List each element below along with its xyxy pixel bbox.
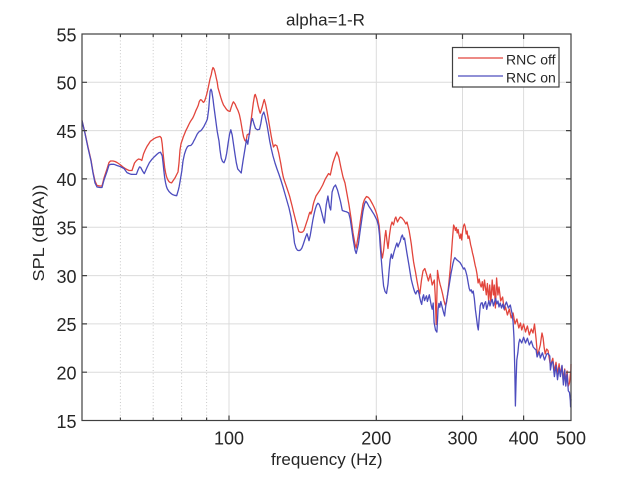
svg-text:50: 50 [56,74,76,94]
svg-text:frequency (Hz): frequency (Hz) [271,450,382,469]
svg-text:40: 40 [56,170,76,190]
svg-text:500: 500 [556,429,586,449]
svg-text:alpha=1-R: alpha=1-R [286,11,365,30]
svg-text:400: 400 [509,429,539,449]
svg-text:SPL (dB(A)): SPL (dB(A)) [31,185,48,282]
svg-text:200: 200 [361,429,391,449]
svg-text:100: 100 [214,429,244,449]
svg-text:30: 30 [56,267,76,287]
svg-text:55: 55 [56,25,76,45]
svg-text:45: 45 [56,122,76,142]
svg-text:15: 15 [56,412,76,432]
svg-text:RNC off: RNC off [506,51,556,67]
svg-text:20: 20 [56,364,76,384]
svg-text:300: 300 [447,429,477,449]
svg-text:RNC on: RNC on [506,69,556,85]
svg-text:35: 35 [56,219,76,239]
svg-text:25: 25 [56,315,76,335]
